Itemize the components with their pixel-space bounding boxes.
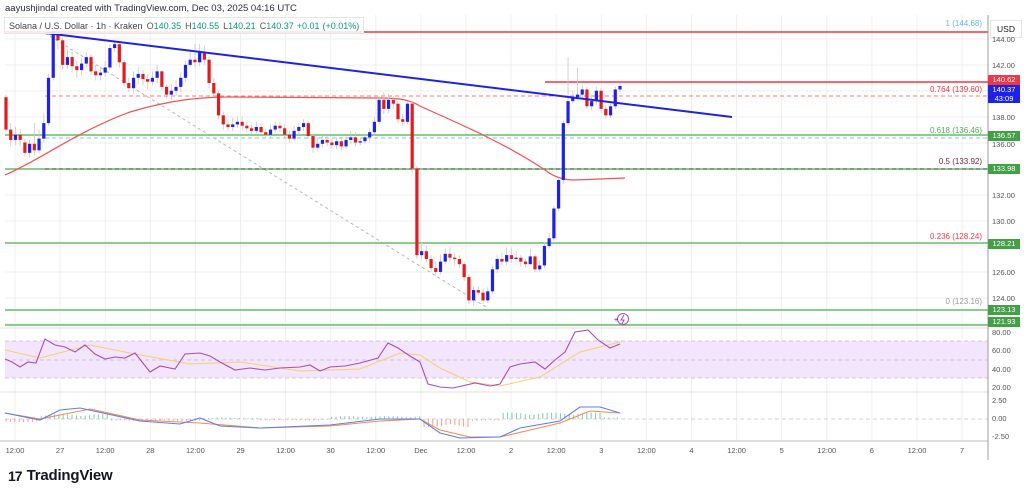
time-label: 12:00 xyxy=(366,446,386,455)
rsi-ma-line xyxy=(4,341,621,387)
fib-label-1: 1 (144.68) xyxy=(945,19,982,28)
time-label: 3 xyxy=(599,446,604,455)
price-tick: 130.00 xyxy=(992,217,1015,226)
open-label: O xyxy=(146,20,154,31)
price-tick: 142.00 xyxy=(992,61,1015,70)
time-label: 12:00 xyxy=(186,446,205,455)
chart-credit: aayushjindal created with TradingView.co… xyxy=(5,3,297,14)
high-label: H xyxy=(185,20,192,31)
time-label: 7 xyxy=(960,446,965,455)
time-label: 28 xyxy=(146,446,155,455)
macd-tick: -2.50 xyxy=(992,432,1010,441)
tradingview-logo-icon: 17 xyxy=(8,467,23,484)
time-label: 12:00 xyxy=(817,446,837,455)
time-label: 2 xyxy=(509,446,514,455)
macd-tick: 2.50 xyxy=(992,396,1007,405)
alert-icon[interactable]: + xyxy=(614,313,629,325)
price-tag-resistance: 140.62 xyxy=(988,75,1020,85)
time-label: 6 xyxy=(869,446,874,455)
current-price: 140.37 xyxy=(992,85,1016,94)
horizontal-gridlines xyxy=(5,38,988,325)
macd-tick: 0.00 xyxy=(992,414,1007,423)
fib-label-0618: 0.618 (136.46) xyxy=(929,126,982,135)
price-tick: 126.00 xyxy=(992,268,1015,277)
price-tick: 138.00 xyxy=(992,113,1015,122)
time-label: 4 xyxy=(689,446,694,455)
rsi-line xyxy=(4,329,621,389)
price-tick: 132.00 xyxy=(992,191,1015,200)
time-label: 12:00 xyxy=(276,446,295,455)
moving-average-line xyxy=(4,96,626,181)
rsi-tick: 40.00 xyxy=(992,365,1011,374)
time-label: 12:00 xyxy=(907,446,927,455)
brand-name: TradingView xyxy=(26,467,113,484)
candle-countdown: 43:09 xyxy=(994,94,1014,103)
price-tick: 144.00 xyxy=(992,35,1015,44)
high-value: 140.55 xyxy=(191,20,220,31)
fib-label-0236: 0.236 (128.24) xyxy=(929,232,982,241)
fib-label-05: 0.5 (133.92) xyxy=(938,157,982,166)
fib-diagonal xyxy=(44,32,487,308)
time-label: 12:00 xyxy=(546,446,566,455)
rsi-tick: 80.00 xyxy=(992,328,1011,337)
open-value: 140.35 xyxy=(153,20,182,31)
rsi-tick: 60.00 xyxy=(992,346,1011,355)
rsi-band xyxy=(5,341,988,378)
change-percent: (+0.01%) xyxy=(322,20,360,31)
time-label: 12:00 xyxy=(95,446,115,455)
price-tag-support: 123.13 xyxy=(988,305,1020,315)
descending-trendline[interactable] xyxy=(44,32,733,118)
macd-histogram xyxy=(5,412,619,427)
time-label: 12:00 xyxy=(727,446,746,455)
price-tag-support: 128.21 xyxy=(988,239,1020,249)
time-label: 12:00 xyxy=(5,446,25,455)
macd-signal-line xyxy=(4,408,621,438)
time-label: 30 xyxy=(326,446,335,455)
macd-line xyxy=(4,406,621,439)
low-label: L xyxy=(223,20,229,31)
time-label: 27 xyxy=(55,446,65,455)
price-tag-support: 133.98 xyxy=(988,164,1020,174)
time-label: 29 xyxy=(236,446,245,455)
low-value: 140.21 xyxy=(228,20,256,31)
time-label: Dec xyxy=(414,446,428,455)
currency-button[interactable]: USD xyxy=(990,20,1022,38)
rsi-tick: 20.00 xyxy=(992,383,1011,392)
price-tick: 124.00 xyxy=(992,294,1015,303)
fib-label-0764: 0.764 (139.60) xyxy=(929,85,982,94)
close-value: 140.37 xyxy=(266,20,294,31)
symbol-legend[interactable]: Solana / U.S. Dollar · 1h · Kraken O 140.… xyxy=(4,17,365,34)
fib-label-0: 0 (123.16) xyxy=(945,297,982,306)
price-tag-support: 136.57 xyxy=(988,131,1020,141)
time-label: 5 xyxy=(779,446,784,455)
price-tag-current: 140.37 43:09 xyxy=(988,85,1020,103)
time-label: 12:00 xyxy=(637,446,656,455)
change-value: +0.01 xyxy=(296,20,320,31)
symbol-name[interactable]: Solana / U.S. Dollar · 1h · Kraken xyxy=(9,20,143,31)
close-label: C xyxy=(259,20,267,31)
svg-text:+: + xyxy=(614,317,618,324)
time-label: 12:00 xyxy=(456,446,476,455)
price-tick: 136.00 xyxy=(992,140,1015,149)
tradingview-brand: 17 TradingView xyxy=(8,467,113,484)
price-tag-support: 121.93 xyxy=(988,317,1020,327)
candlesticks xyxy=(4,28,622,306)
